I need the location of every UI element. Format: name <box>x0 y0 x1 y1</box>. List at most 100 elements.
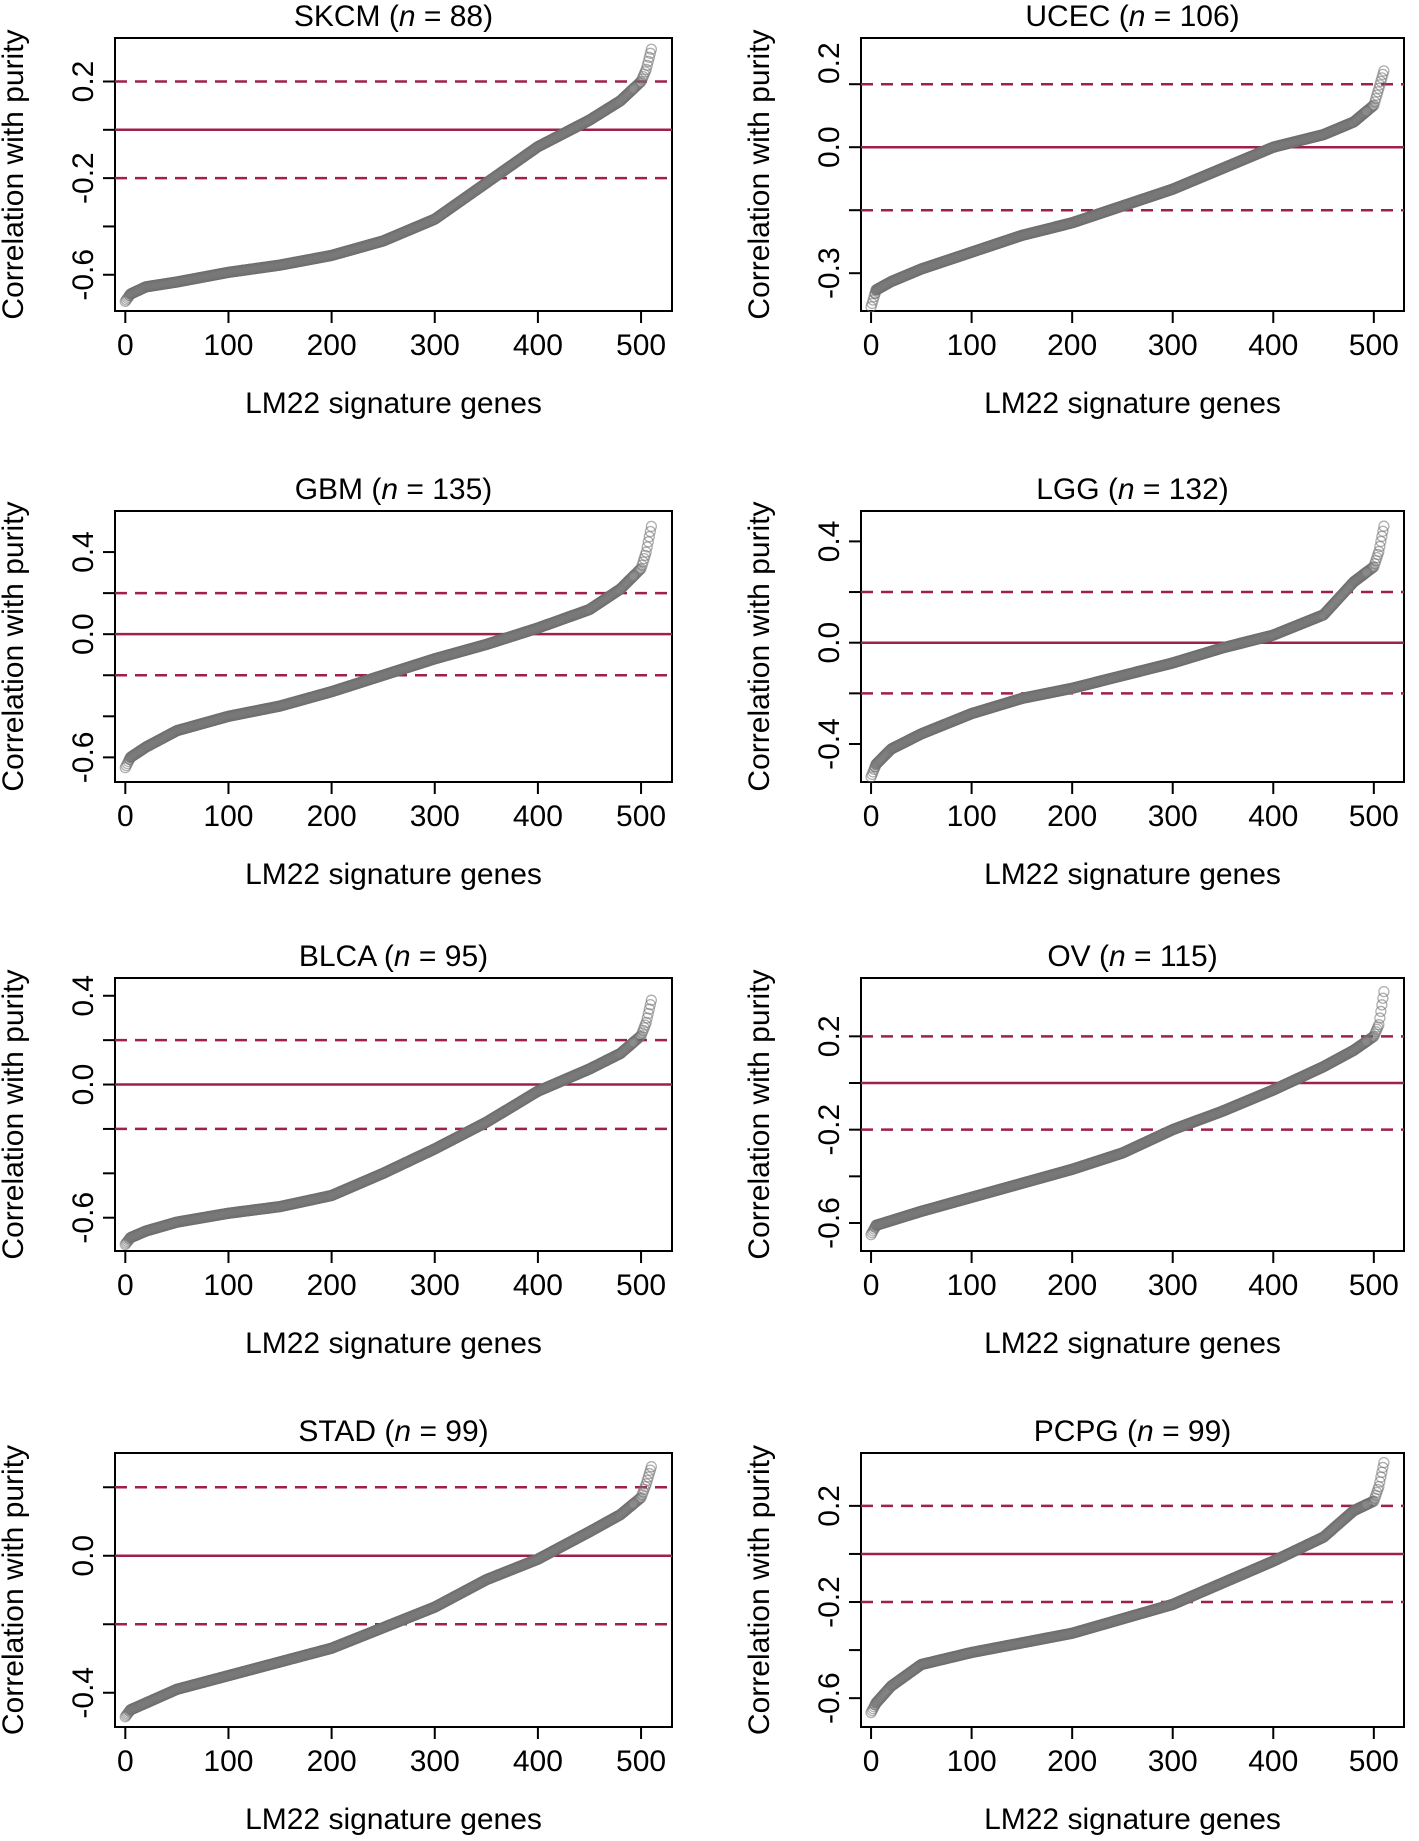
x-tick-label: 400 <box>513 800 563 833</box>
data-point <box>1375 1005 1387 1018</box>
x-tick-label: 0 <box>117 800 134 833</box>
x-tick-label: 500 <box>616 800 666 833</box>
title-n: n <box>394 940 411 973</box>
x-tick-label: 200 <box>1047 800 1097 833</box>
x-tick-label: 0 <box>863 800 880 833</box>
title-suffix: = 106) <box>1145 0 1239 33</box>
title-suffix: = 115) <box>1126 940 1218 973</box>
x-tick-label: 400 <box>513 329 563 362</box>
x-tick-label: 400 <box>513 1745 563 1778</box>
x-tick-label: 200 <box>1047 1269 1097 1302</box>
title-prefix: GBM ( <box>295 473 382 506</box>
x-tick-label: 500 <box>1349 1269 1399 1302</box>
plot-frame <box>860 1452 1405 1728</box>
y-tick-label: 0.2 <box>813 1015 846 1057</box>
data-point <box>1374 1012 1386 1024</box>
panel-4: LGG (n = 132) 0 100 200 300 400 500 -0.4 0.0 0.4 L… <box>743 473 1405 891</box>
title-suffix: = 99) <box>411 1415 489 1448</box>
x-tick-label: 400 <box>1248 329 1298 362</box>
x-tick-label: 0 <box>863 1269 880 1302</box>
data-point <box>645 1461 658 1473</box>
panel-5: BLCA (n = 95) 0 100 200 300 400 500 -0.6 0.0 0.4 L… <box>0 940 673 1360</box>
x-tick-label: 500 <box>1349 329 1399 362</box>
data-point <box>1378 1456 1390 1469</box>
x-tick-label: 100 <box>203 800 253 833</box>
x-tick-label: 100 <box>203 1269 253 1302</box>
y-tick-label: -0.6 <box>813 1672 846 1724</box>
data-point <box>1378 65 1390 77</box>
title-n: n <box>1129 0 1146 33</box>
x-axis-label: LM22 signature genes <box>245 858 542 891</box>
title-n: n <box>394 1415 411 1448</box>
x-axis-label: LM22 signature genes <box>984 1327 1281 1360</box>
data-point <box>645 994 658 1006</box>
x-tick-label: 300 <box>410 800 460 833</box>
plot-frame <box>114 510 673 783</box>
plot-frame <box>860 977 1405 1252</box>
panel-title: STAD (n = 99) <box>298 1415 488 1448</box>
x-axis-label: LM22 signature genes <box>984 1803 1281 1836</box>
plot-frame <box>114 1452 673 1728</box>
x-tick-label: 500 <box>616 329 666 362</box>
data-points <box>865 520 1390 783</box>
y-tick-label: -0.2 <box>813 1576 846 1628</box>
data-point <box>644 998 656 1011</box>
x-axis-label: LM22 signature genes <box>245 1327 542 1360</box>
x-tick-label: 300 <box>410 1269 460 1302</box>
data-point <box>645 520 658 533</box>
data-point <box>643 51 655 63</box>
x-tick-label: 300 <box>1148 1745 1198 1778</box>
panel-2: UCEC (n = 106) 0 100 200 300 400 500 -0.3 0.0 0.2… <box>743 0 1405 420</box>
x-tick-label: 400 <box>1248 1745 1298 1778</box>
title-prefix: UCEC ( <box>1025 0 1128 33</box>
panel-title: LGG (n = 132) <box>1036 473 1229 506</box>
panel-title: PCPG (n = 99) <box>1034 1415 1232 1448</box>
data-point <box>1378 520 1390 532</box>
x-tick-label: 0 <box>863 1745 880 1778</box>
x-tick-label: 300 <box>1148 800 1198 833</box>
x-tick-label: 100 <box>947 800 997 833</box>
data-point <box>1378 985 1390 998</box>
x-tick-label: 400 <box>513 1269 563 1302</box>
data-point <box>1373 1019 1385 1031</box>
panel-8: PCPG (n = 99) 0 100 200 300 400 500 -0.6 -0.2 0.2… <box>743 1415 1405 1836</box>
data-point <box>631 566 643 579</box>
y-tick-label: 0.0 <box>67 613 100 655</box>
data-points <box>119 1461 658 1723</box>
y-tick-label: -0.2 <box>813 1104 846 1156</box>
data-points <box>865 65 1390 313</box>
data-point <box>644 525 656 538</box>
data-point <box>1377 525 1389 537</box>
y-tick-label: -0.4 <box>67 1667 100 1719</box>
title-n: n <box>399 0 416 33</box>
y-tick-label: 0.4 <box>67 531 100 573</box>
y-axis-label: Correlation with purity <box>0 1445 30 1735</box>
x-tick-label: 500 <box>616 1269 666 1302</box>
data-point <box>644 47 656 59</box>
x-tick-label: 300 <box>410 1745 460 1778</box>
y-axis-label: Correlation with purity <box>743 29 776 319</box>
x-tick-label: 200 <box>307 329 357 362</box>
x-tick-label: 200 <box>1047 1745 1097 1778</box>
panel-7: STAD (n = 99) 0 100 200 300 400 500 -0.4 0.0 LM22… <box>0 1415 673 1836</box>
panel-1: SKCM (n = 88) 0 100 200 300 400 500 -0.6 -0.2 0.2… <box>0 0 673 420</box>
title-suffix: = 135) <box>398 473 492 506</box>
title-suffix: = 99) <box>1154 1415 1232 1448</box>
x-tick-label: 200 <box>307 1269 357 1302</box>
data-point <box>1377 1461 1389 1474</box>
title-prefix: STAD ( <box>298 1415 394 1448</box>
y-tick-label: -0.6 <box>67 249 100 301</box>
x-tick-label: 0 <box>117 1269 134 1302</box>
data-point <box>1365 102 1377 114</box>
x-tick-label: 100 <box>947 329 997 362</box>
x-axis-label: LM22 signature genes <box>984 858 1281 891</box>
panel-title: BLCA (n = 95) <box>299 940 488 973</box>
y-tick-label: 0.0 <box>67 1064 100 1106</box>
y-tick-label: 0.2 <box>813 1485 846 1527</box>
panel-title: UCEC (n = 106) <box>1025 0 1239 33</box>
plot-frame <box>114 977 673 1252</box>
y-tick-label: 0.2 <box>67 61 100 103</box>
y-tick-label: -0.3 <box>813 247 846 299</box>
data-points <box>119 520 658 774</box>
